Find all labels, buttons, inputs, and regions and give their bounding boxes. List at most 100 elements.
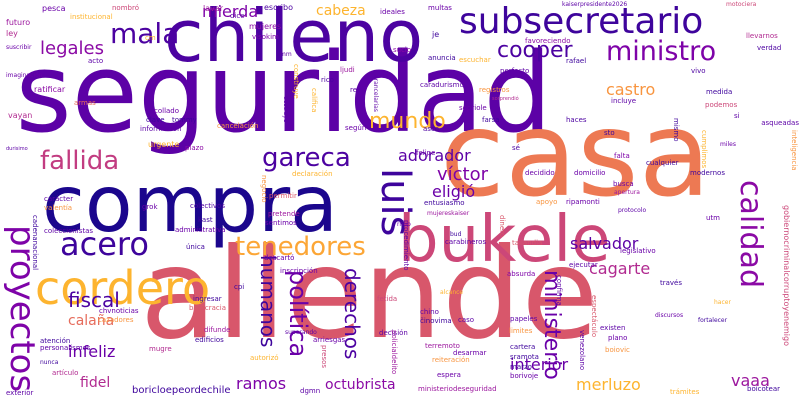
word-cancelacion: cancelación [217, 122, 259, 130]
word-armas: armas [74, 99, 96, 107]
word-cualquier: cualquier [646, 159, 679, 167]
word-bukele: bukele [398, 203, 611, 277]
word-cpi: cpi [234, 283, 245, 291]
word-boicotear: boicotear [747, 385, 781, 393]
word-negocio: negocio [260, 175, 268, 203]
word-espera: espera [437, 371, 461, 379]
word-ministeriodeseguridad: ministeriodeseguridad [418, 385, 497, 393]
word-ramos: ramos [236, 374, 287, 393]
word-multas: multas [428, 4, 452, 12]
word-subsecretario: subsecretario [459, 1, 704, 42]
word-casa: casa [440, 85, 711, 223]
word-motociera: motociera [726, 1, 757, 8]
word-imaginacion: imaginación [6, 72, 43, 79]
word-humanos: humanos [256, 255, 280, 348]
word-cm: cm [145, 34, 156, 42]
word-cazadores: cazadores [98, 316, 134, 324]
word-cadenanacional: cadenanacional [31, 215, 39, 271]
word-tramites: trámites [670, 388, 700, 396]
word-vaaa: vaaa [731, 371, 770, 390]
word-politica: política [284, 270, 312, 358]
word-asco: asco [423, 125, 440, 133]
word-chvnoticias: chvnoticias [99, 307, 139, 315]
word-confirma: confirma [555, 275, 563, 306]
word-medida: medida [706, 88, 733, 96]
word-collado: collado [154, 107, 180, 115]
word-vayan: vayan [8, 111, 33, 120]
word-castro: castro [606, 80, 656, 99]
word-si: si [734, 112, 740, 120]
word-miles: miles [720, 141, 736, 148]
word-verdad: verdad [757, 44, 782, 52]
word-permitir: permitir [269, 192, 297, 200]
word-utm: utm [706, 214, 720, 222]
word-carabineros: carabineros [445, 238, 487, 246]
word-alcance: alcance [440, 289, 464, 296]
word-pretende: pretende [268, 210, 300, 218]
word-espectaculo: espectáculo [590, 295, 598, 338]
word-octubrista: octubrista [325, 377, 396, 393]
word-fallida: fallida [40, 146, 120, 176]
word-llevarnos: llevarnos [746, 32, 778, 40]
word-absurda: absurda [507, 270, 536, 278]
word-je: je [432, 30, 440, 39]
word-rey: rey [350, 86, 362, 94]
word-institucional: institucional [70, 13, 113, 21]
word-informacion: información [140, 125, 182, 133]
word-caradurismo: caradurismo [420, 81, 464, 89]
word-terremoto: terremoto [425, 342, 460, 350]
word-presos: presos [320, 345, 328, 369]
word-sentimos: sentimos [265, 219, 297, 227]
word-caso: caso [458, 316, 475, 324]
word-chileno: chileno [164, 0, 424, 78]
word-calidad: calidad [733, 180, 768, 289]
word-durisimo: durisimo [6, 146, 28, 152]
word-ljudi: ljudi [340, 66, 355, 74]
word-atencion: atención [40, 337, 71, 345]
word-clave: clave [146, 116, 165, 124]
word-burocracia: burocracia [189, 304, 226, 312]
word-existen: existen [600, 324, 626, 332]
word-proyectos: proyectos [2, 225, 42, 393]
word-unica: única [186, 243, 205, 251]
word-lavar: lavar [203, 4, 224, 13]
word-fetida: fetida [377, 295, 398, 303]
word-arancelarias: arancelarias [372, 75, 379, 112]
word-ripamonti: ripamonti [566, 198, 600, 206]
word-procedimiento: procedimiento [402, 220, 410, 271]
word-fortalecer: fortalecer [698, 317, 728, 324]
word-perfecto: perfecto [500, 67, 530, 75]
word-inscripcion: inscripción [280, 267, 318, 275]
word-derechos: derechos [340, 268, 364, 360]
word-traves: través [660, 279, 683, 287]
word-cumplimos: cumplimos [700, 130, 708, 169]
word-sopriole: sopriole [459, 104, 487, 112]
word-dgmn: dgmn [300, 387, 321, 395]
word-victor: víctor [437, 164, 489, 185]
word-apoyo: apoyo [536, 198, 558, 206]
word-construye: construye [292, 64, 300, 99]
word-ideales: ideales [380, 8, 405, 16]
word-legislativo: legislativo [620, 247, 656, 255]
word-modernos: modernos [690, 169, 725, 177]
word-apertura: apertura [614, 189, 640, 196]
word-limites: limites [509, 327, 533, 335]
word-segun: según [345, 124, 367, 132]
word-luis: luis [372, 168, 418, 237]
word-mismo: mismo [672, 118, 680, 142]
word-infeliz: infeliz [68, 342, 116, 361]
word-cagarte: cagarte [589, 259, 651, 278]
word-fidel: fidel [80, 375, 111, 391]
word-ministro: ministro [606, 36, 717, 67]
word-calana: calaña [68, 313, 115, 329]
word-ley: ley [6, 29, 18, 38]
word-decision: decisión [379, 329, 408, 337]
word-nombro: nombró [112, 4, 139, 12]
word-venezolano: venezolano [578, 330, 586, 371]
word-ingresar: ingresar [193, 295, 222, 303]
word-ratificar: ratificar [34, 85, 66, 94]
word-grok: grok [142, 203, 158, 211]
word-cabeza: cabeza [316, 3, 366, 19]
word-anuncia: anuncia [428, 54, 456, 62]
word-mujeres: mujeres [249, 22, 282, 31]
